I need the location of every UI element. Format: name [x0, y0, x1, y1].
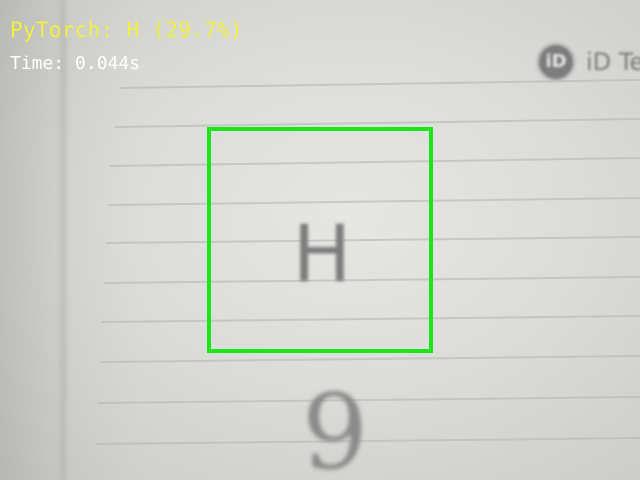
- detection-roi-box: [207, 127, 433, 353]
- ruled-line: [95, 437, 640, 445]
- inference-time-label: Time: 0.044s: [10, 53, 141, 74]
- prediction-label: PyTorch: H (29.7%): [10, 18, 243, 42]
- ruled-line: [101, 315, 640, 323]
- logo-mark: iD: [545, 51, 567, 72]
- ruled-line: [105, 236, 640, 244]
- ruled-line: [99, 355, 640, 363]
- logo-circle-icon: [536, 42, 576, 82]
- ruled-line: [114, 118, 640, 128]
- printed-logo: iD iD Te: [536, 42, 640, 86]
- notebook-spine: [58, 0, 68, 480]
- handwritten-digit: 9: [301, 371, 369, 480]
- ruled-line: [97, 396, 640, 404]
- ruled-line: [107, 197, 640, 206]
- ruled-line: [109, 157, 640, 167]
- logo-text: iD Te: [586, 48, 640, 76]
- handwritten-letter: H: [292, 210, 352, 300]
- ruled-line: [103, 276, 640, 284]
